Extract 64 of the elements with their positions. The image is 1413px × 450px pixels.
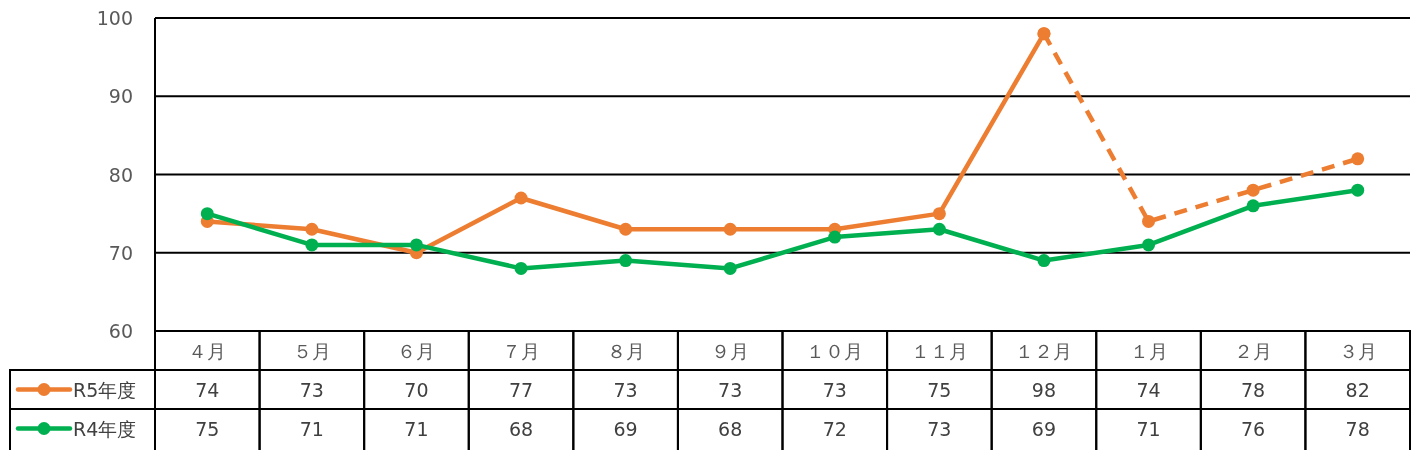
data-label: 73 — [822, 378, 847, 401]
xtick: ９月 — [711, 339, 750, 362]
point — [1037, 27, 1051, 41]
point — [932, 222, 946, 236]
point — [1246, 183, 1260, 197]
point — [1142, 214, 1156, 228]
point — [514, 261, 528, 275]
xtick: １月 — [1129, 339, 1168, 362]
data-label: 69 — [1031, 417, 1057, 440]
legend-label: R4年度 — [73, 417, 137, 440]
xtick: ３月 — [1338, 339, 1377, 362]
data-label: 70 — [404, 378, 429, 401]
xtick: ７月 — [502, 339, 541, 362]
point — [1037, 254, 1051, 268]
data-label: 74 — [195, 378, 220, 401]
point — [1246, 199, 1260, 213]
data-label: 78 — [1241, 378, 1266, 401]
xtick: ６月 — [397, 339, 436, 362]
data-label: 71 — [1136, 417, 1161, 440]
data-label: 74 — [1136, 378, 1161, 401]
point — [305, 238, 319, 252]
data-label: 69 — [613, 417, 638, 440]
point — [200, 207, 214, 221]
xtick: １０月 — [806, 339, 864, 362]
point — [828, 230, 842, 244]
ytick: 60 — [108, 320, 133, 342]
data-label: 98 — [1031, 378, 1057, 401]
point — [514, 191, 528, 205]
data-label: 75 — [195, 417, 220, 440]
data-label: 73 — [613, 378, 638, 401]
point — [723, 222, 737, 236]
point — [723, 261, 737, 275]
point — [1142, 238, 1156, 252]
data-label: 77 — [508, 378, 534, 401]
ytick: 90 — [108, 85, 133, 108]
data-label: 73 — [718, 378, 743, 401]
data-label: 71 — [404, 417, 429, 440]
data-label: 71 — [299, 417, 324, 440]
xtick: １２月 — [1015, 339, 1073, 362]
legend-label: R5年度 — [73, 378, 137, 401]
data-label: 73 — [927, 417, 952, 440]
ytick: 100 — [96, 7, 133, 29]
point — [619, 254, 633, 268]
point — [932, 207, 946, 221]
ytick: 70 — [108, 241, 133, 264]
data-label: 82 — [1345, 378, 1370, 401]
xtick: ５月 — [292, 339, 331, 362]
point — [305, 222, 319, 236]
data-label: 72 — [822, 417, 847, 440]
data-label: 75 — [927, 378, 952, 401]
point — [409, 238, 423, 252]
xtick: ２月 — [1234, 339, 1273, 362]
point — [619, 222, 633, 236]
data-label: 76 — [1241, 417, 1266, 440]
data-label: 78 — [1345, 417, 1370, 440]
data-label: 73 — [299, 378, 324, 401]
xtick: １１月 — [910, 339, 968, 362]
data-label: 68 — [508, 417, 534, 440]
data-label: 68 — [718, 417, 743, 440]
point — [1351, 183, 1365, 197]
point — [1351, 152, 1365, 166]
xtick: ８月 — [606, 339, 645, 362]
ytick: 80 — [108, 163, 133, 186]
xtick: ４月 — [188, 339, 227, 362]
